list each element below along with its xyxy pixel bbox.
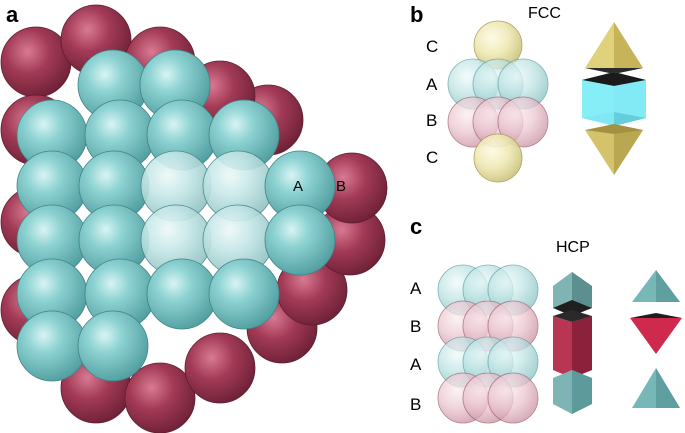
fcc-layer-label-4: C: [426, 148, 439, 167]
hcp-title: HCP: [556, 239, 590, 256]
layer-b-sphere: [0, 26, 72, 98]
panel-label-c: c: [410, 214, 423, 239]
layer-b-sphere: [184, 332, 256, 404]
tetrahedron-teal-top: [632, 270, 680, 302]
panel-label-b: b: [410, 2, 424, 27]
fcc-layer-label-3: B: [426, 111, 438, 130]
tetrahedron-top-yellow: [585, 22, 643, 74]
layer-a-sphere: [16, 310, 88, 382]
fcc-layer-label-1: C: [426, 37, 439, 56]
octahedron-teal-top: [553, 272, 592, 316]
hcp-polyhedra: [553, 270, 682, 414]
octahedron-cyan: [582, 72, 646, 126]
layer-a-sphere: [146, 258, 218, 330]
hcp-layer-label-2: B: [410, 317, 422, 336]
octahedron-teal-bottom: [553, 370, 592, 414]
hcp-layer-label-3: A: [410, 355, 422, 374]
layer-b-sphere: [124, 362, 196, 433]
layer-a-sphere: [208, 258, 280, 330]
tetrahedron-red-down: [630, 313, 682, 354]
tetrahedron-bottom-yellow: [585, 124, 643, 175]
fcc-polyhedra: [582, 22, 646, 175]
tetrahedron-teal-bottom: [632, 368, 680, 408]
sphere-label-b: B: [336, 178, 347, 195]
hcp-sphere-stack: [437, 264, 539, 424]
hcp-layer-label-4: B: [410, 395, 422, 414]
fcc-title: FCC: [528, 5, 561, 22]
layer-a-sphere: [264, 204, 336, 276]
hcp-sphere-b: [487, 372, 539, 424]
layer-a-spheres: [16, 49, 336, 382]
sphere-label-a: A: [293, 178, 304, 195]
octahedron-red: [553, 310, 592, 378]
fcc-sphere-c: [473, 133, 523, 183]
fcc-sphere-b: [497, 96, 549, 148]
layer-a-sphere: [77, 310, 149, 382]
fcc-sphere-stack: [447, 20, 549, 183]
fcc-layer-label-2: A: [426, 75, 438, 94]
hcp-layer-label-1: A: [410, 279, 422, 298]
panel-label-a: a: [6, 2, 19, 27]
